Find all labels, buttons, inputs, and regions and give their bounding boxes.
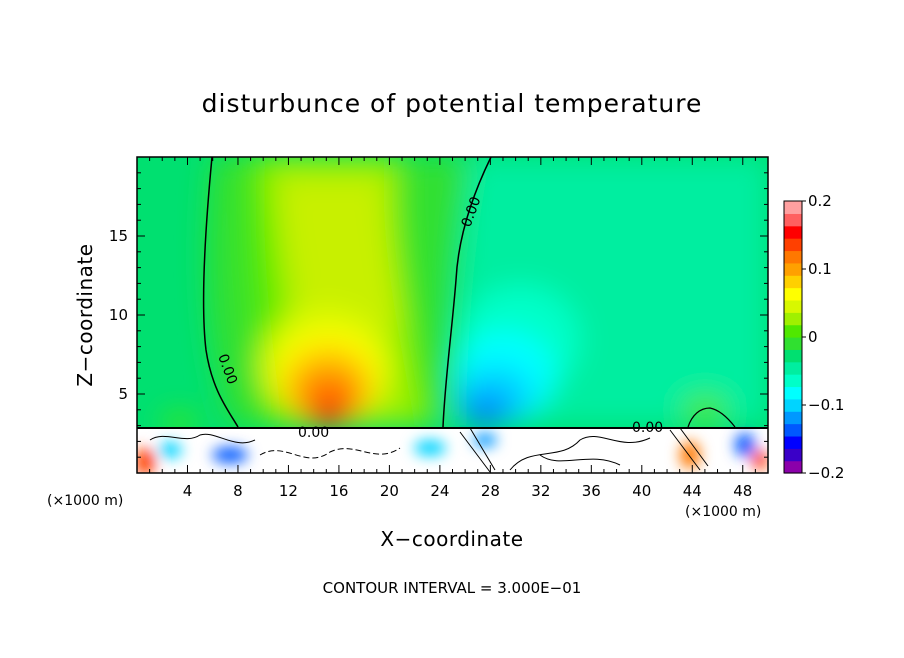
colorbar-swatch [784,225,802,239]
z-axis-unit: (×1000 m) [47,493,123,509]
x-tick-label: 16 [329,482,348,500]
contour-label-lower: 0.00 [298,425,329,441]
colorbar-swatch [784,460,802,474]
x-tick-label: 44 [683,482,702,500]
x-tick-label: 32 [531,482,550,500]
x-tick-label: 8 [233,482,243,500]
colorbar-tick-label: 0.1 [808,260,832,278]
colorbar-swatch [784,386,802,400]
colorbar-swatch [784,201,802,214]
colorbar-swatch [784,238,802,252]
x-tick-label: 12 [279,482,298,500]
colorbar-swatch [784,287,802,301]
y-tick-label: 10 [109,306,128,324]
x-tick-label: 24 [430,482,449,500]
x-tick-label: 40 [632,482,651,500]
heatmap-field [137,157,768,473]
x-axis-unit: (×1000 m) [685,504,761,520]
x-axis-ticks: 4 8 12 16 20 24 28 32 36 40 44 48 [149,157,756,500]
colorbar-swatch [784,324,802,338]
y-axis-label: Z−coordinate [73,243,97,386]
colorbar-swatch [784,398,802,412]
colorbar-swatch [784,337,802,350]
colorbar-swatch [784,374,802,388]
colorbar-swatch [784,312,802,326]
contour-label-right: 0.00 [632,420,663,436]
colorbar-swatch [784,423,802,437]
colorbar-swatch [784,213,802,227]
contour-interval: CONTOUR INTERVAL = 3.000E−01 [323,579,582,597]
x-axis-label: X−coordinate [380,527,523,551]
colorbar-swatch [784,262,802,276]
colorbar-swatch [784,349,802,363]
y-axis-ticks: 5 10 15 [109,172,768,458]
x-tick-label: 48 [733,482,752,500]
x-tick-label: 4 [183,482,193,500]
colorbar-swatch [784,448,802,462]
x-tick-label: 28 [481,482,500,500]
x-tick-label: 20 [380,482,399,500]
y-tick-label: 5 [118,385,128,403]
colorbar-tick-label: −0.2 [808,464,844,482]
y-tick-label: 15 [109,227,128,245]
x-tick-label: 36 [582,482,601,500]
colorbar-swatch [784,435,802,449]
colorbar-swatch [784,250,802,264]
colorbar-tick-label: −0.1 [808,396,844,414]
colorbar-swatch [784,275,802,289]
chart-title: disturbunce of potential temperature [202,89,703,118]
colorbar-tick-label: 0.2 [808,192,832,210]
colorbar-tick-label: 0 [808,328,818,346]
colorbar-swatch [784,411,802,425]
colorbar-swatch [784,299,802,313]
colorbar-swatch [784,361,802,375]
colorbar: 0.2 0.1 0 −0.1 −0.2 [783,192,844,482]
